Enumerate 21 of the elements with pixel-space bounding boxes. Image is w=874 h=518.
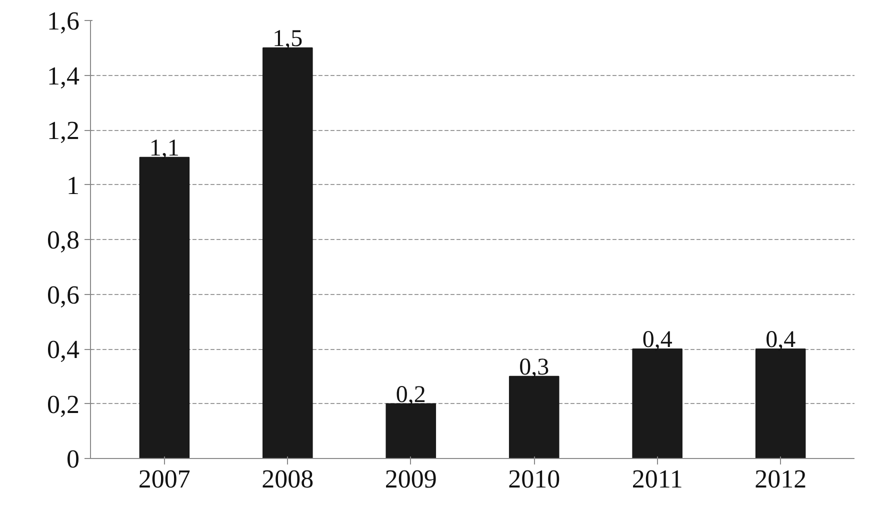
y-tick-label: 1 xyxy=(66,170,80,200)
y-tick-label: 0,2 xyxy=(47,390,80,419)
y-tick-label: 1,4 xyxy=(47,61,80,90)
y-tick-label: 0,4 xyxy=(47,335,80,364)
x-tick-label: 2007 xyxy=(138,464,190,494)
y-tick-label: 0,6 xyxy=(47,280,80,310)
x-tick-label: 2008 xyxy=(262,464,314,494)
y-tick-label: 0 xyxy=(66,444,80,474)
data-label: 0,4 xyxy=(642,327,672,353)
y-tick-label: 0,8 xyxy=(47,226,80,254)
data-label: 0,3 xyxy=(519,354,550,380)
x-tick-label: 2009 xyxy=(384,464,437,494)
y-tick-label: 1,6 xyxy=(47,6,80,36)
x-tick-label: 2011 xyxy=(632,464,683,494)
data-label: 1,1 xyxy=(149,135,180,162)
data-label: 0,2 xyxy=(396,382,426,408)
data-label: 0,4 xyxy=(766,327,796,353)
x-tick-label: 2012 xyxy=(754,464,807,494)
y-tick-label: 1,2 xyxy=(47,116,80,145)
data-label: 1,5 xyxy=(272,26,303,52)
x-tick-label: 2010 xyxy=(508,464,560,494)
